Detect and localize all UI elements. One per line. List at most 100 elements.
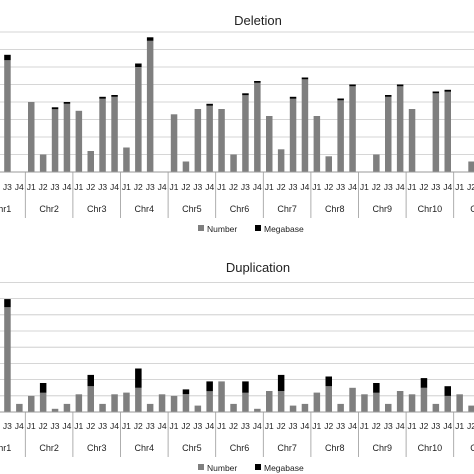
group-label: Chr — [470, 443, 474, 453]
x-tick-label: J2 — [372, 182, 381, 192]
group-label: Chr7 — [277, 443, 297, 453]
x-tick-label: J1 — [408, 182, 417, 192]
deletion-chart: DeletionJ1J2J3J4J1J2J3J4J1J2J3J4J1J2J3J4… — [0, 13, 474, 234]
bar-megabase — [289, 96, 297, 99]
x-tick-label: J2 — [324, 182, 333, 192]
bar-number — [301, 79, 309, 173]
x-tick-label: J4 — [443, 421, 452, 431]
x-tick-labels: J1J2J3J4J1J2J3J4J1J2J3J4J1J2J3J4J1J2J3J4… — [0, 182, 474, 192]
group-label: Chr4 — [135, 204, 155, 214]
bar-number — [87, 151, 94, 172]
x-tick-label: J3 — [241, 182, 250, 192]
x-tick-label: J2 — [372, 421, 381, 431]
bar-number — [99, 403, 106, 412]
x-tick-label: J2 — [277, 182, 286, 192]
x-tick-label: J2 — [86, 182, 95, 192]
bar-number — [277, 149, 285, 173]
x-tick-label: J2 — [277, 421, 286, 431]
bar-number — [170, 395, 178, 412]
legend-swatch — [255, 225, 261, 231]
bar-megabase — [135, 368, 142, 388]
bar-megabase — [242, 93, 249, 96]
group-label: Chr6 — [230, 204, 250, 214]
legend: Number Megabase — [198, 224, 304, 234]
bar-megabase — [206, 103, 213, 106]
bar-megabase — [99, 96, 106, 99]
bar-number — [135, 387, 142, 412]
bar-number — [468, 161, 474, 172]
x-tick-label: J1 — [455, 421, 464, 431]
x-tick-label: J1 — [312, 182, 321, 192]
x-tick-label: J1 — [74, 421, 83, 431]
x-tick-label: J1 — [74, 182, 83, 192]
bar-number — [39, 154, 47, 172]
bar-number — [16, 403, 23, 412]
group-label: Chr4 — [135, 443, 155, 453]
bar-number — [75, 110, 83, 173]
bar-number — [99, 98, 106, 172]
bar-megabase — [337, 98, 344, 101]
bar-megabase — [325, 376, 332, 387]
x-tick-label: J3 — [98, 421, 107, 431]
bar-number — [396, 391, 404, 412]
duplication-chart: DuplicationJ1J2J3J4J1J2J3J4J1J2J3J4J1J2J… — [0, 260, 474, 473]
bar-number — [230, 154, 237, 172]
bar-number — [135, 67, 142, 172]
x-tick-label: J1 — [122, 182, 131, 192]
x-tick-label: J4 — [348, 182, 357, 192]
bar-number — [337, 100, 344, 173]
x-tick-label: J3 — [51, 182, 60, 192]
x-tick-label: J2 — [324, 421, 333, 431]
bar-number — [51, 109, 59, 172]
bar-number — [28, 102, 35, 172]
x-tick-label: J1 — [122, 421, 131, 431]
x-tick-label: J3 — [193, 421, 202, 431]
bar-number — [170, 114, 178, 173]
bar-number — [254, 408, 261, 412]
bar-megabase — [111, 95, 118, 97]
x-tick-label: J3 — [289, 421, 298, 431]
group-label: Chr3 — [87, 443, 107, 453]
x-tick-label: J2 — [134, 182, 143, 192]
group-label: Chr1 — [0, 443, 11, 453]
bar-megabase — [4, 299, 11, 308]
x-tick-label: J4 — [300, 182, 309, 192]
bar-number — [75, 394, 83, 412]
bar-number — [266, 116, 273, 172]
x-tick-label: J3 — [384, 182, 393, 192]
bar-number — [194, 109, 202, 172]
group-label: Chr5 — [182, 443, 202, 453]
bar-megabase — [349, 84, 356, 87]
bar-number — [206, 105, 213, 172]
bar-number — [408, 109, 416, 172]
group-label: Chr5 — [182, 204, 202, 214]
bar-megabase — [373, 383, 380, 393]
x-tick-label: J1 — [312, 421, 321, 431]
bar-number — [28, 395, 35, 412]
bar-number — [313, 392, 321, 412]
bar-megabase — [385, 95, 392, 97]
legend-label: Megabase — [264, 463, 304, 473]
x-tick-label: J4 — [205, 421, 214, 431]
x-tick-label: J4 — [158, 182, 167, 192]
bar-megabase — [444, 386, 451, 396]
bar-number — [396, 86, 404, 173]
bar-megabase — [39, 383, 47, 393]
bar-megabase — [432, 91, 440, 94]
bar-number — [63, 403, 71, 412]
bar-number — [289, 98, 297, 172]
x-tick-label: J2 — [134, 421, 143, 431]
bar-megabase — [420, 378, 428, 388]
legend-label: Number — [207, 463, 237, 473]
bar-number — [408, 394, 416, 412]
x-tick-label: J1 — [27, 421, 36, 431]
x-tick-label: J1 — [360, 421, 369, 431]
bars — [4, 299, 474, 413]
group-label: Chr2 — [39, 443, 59, 453]
x-tick-label: J1 — [217, 421, 226, 431]
x-tick-label: J2 — [419, 182, 428, 192]
x-tick-label: J3 — [289, 182, 298, 192]
bar-number — [444, 91, 451, 172]
bar-megabase — [87, 374, 94, 387]
group-label: Chr8 — [325, 204, 345, 214]
